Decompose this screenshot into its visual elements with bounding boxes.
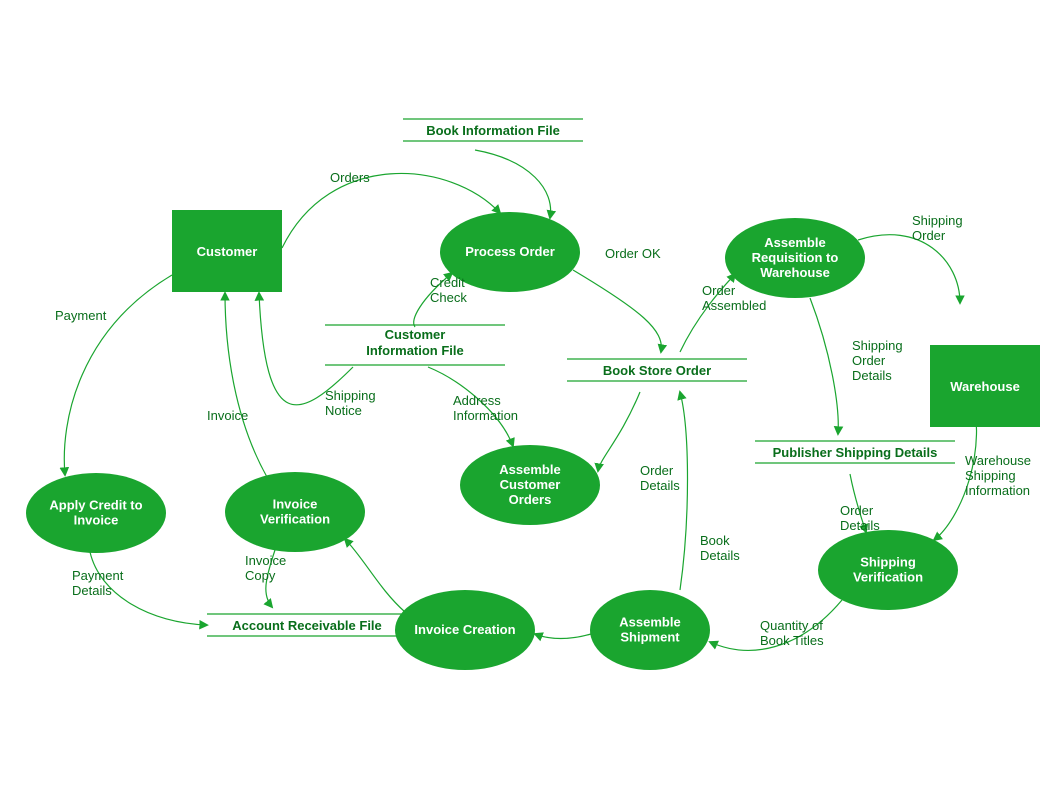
edge-bookinfo_to_process [475,150,551,218]
svg-text:AssembleRequisition toWarehous: AssembleRequisition toWarehouse [752,235,839,280]
edge-label-credit_check: CreditCheck [430,275,467,305]
svg-text:Process Order: Process Order [465,244,555,259]
svg-text:Invoice Creation: Invoice Creation [414,622,515,637]
dfd-diagram: Book Information File CustomerInformation… [0,0,1056,794]
process-assemble_cust_orders: AssembleCustomerOrders [460,445,600,525]
edge-label-order_details_aco: OrderDetails [640,463,680,493]
svg-text:Book Store Order: Book Store Order [603,363,711,378]
edge-label-book_details: BookDetails [700,533,740,563]
edge-label-address_info: AddressInformation [453,393,518,423]
svg-text:WarehouseShippingInformation: WarehouseShippingInformation [965,453,1031,498]
datastore-customer_info_file: CustomerInformation File [325,325,505,365]
datastore-book_info_file: Book Information File [403,119,583,141]
edge-ship_order_details [810,298,838,434]
svg-text:Customer: Customer [197,244,258,259]
svg-text:Account Receivable File: Account Receivable File [232,618,382,633]
edge-payment [64,275,172,475]
edge-creation_to_verif [345,539,405,612]
svg-text:Quantity ofBook Titles: Quantity ofBook Titles [760,618,824,648]
svg-text:Book Information File: Book Information File [426,123,560,138]
process-invoice_verification: InvoiceVerification [225,472,365,552]
datastore-publisher_shipping: Publisher Shipping Details [755,441,955,463]
process-assemble_shipment: AssembleShipment [590,590,710,670]
process-shipping_verification: ShippingVerification [818,530,958,610]
svg-text:ShippingOrder: ShippingOrder [912,213,963,243]
svg-text:AddressInformation: AddressInformation [453,393,518,423]
edge-book_details [680,392,688,590]
svg-text:OrderDetails: OrderDetails [840,503,880,533]
svg-text:ShippingVerification: ShippingVerification [853,555,923,585]
process-assemble_req: AssembleRequisition toWarehouse [725,218,865,298]
datastore-account_receivable: Account Receivable File [207,614,407,636]
svg-text:Order OK: Order OK [605,246,661,261]
svg-text:ShippingOrderDetails: ShippingOrderDetails [852,338,903,383]
svg-text:Publisher Shipping Details: Publisher Shipping Details [773,445,938,460]
edge-order_ok [573,270,661,352]
svg-text:ShippingNotice: ShippingNotice [325,388,376,418]
svg-text:Invoice: Invoice [207,408,248,423]
edge-label-invoice: Invoice [207,408,248,423]
edge-shipping_order [858,235,960,303]
entity-customer: Customer [172,210,282,292]
svg-text:OrderDetails: OrderDetails [640,463,680,493]
entity-warehouse: Warehouse [930,345,1040,427]
edge-label-orders: Orders [330,170,370,185]
process-invoice_creation: Invoice Creation [395,590,535,670]
svg-text:Orders: Orders [330,170,370,185]
edge-label-order_ok: Order OK [605,246,661,261]
edge-label-wh_ship_info: WarehouseShippingInformation [965,453,1031,498]
datastore-book_store_order: Book Store Order [567,359,747,381]
edge-label-invoice_copy: InvoiceCopy [245,553,286,583]
edge-shipment_to_creation [535,634,591,639]
svg-text:CreditCheck: CreditCheck [430,275,467,305]
svg-text:Warehouse: Warehouse [950,379,1020,394]
edge-order_details_aco [598,392,640,471]
edge-label-shipping_notice: ShippingNotice [325,388,376,418]
edge-label-ship_order_details: ShippingOrderDetails [852,338,903,383]
edge-label-order_details_sv: OrderDetails [840,503,880,533]
process-apply_credit: Apply Credit toInvoice [26,473,166,553]
svg-text:AssembleShipment: AssembleShipment [619,615,680,645]
edge-label-qty_titles: Quantity ofBook Titles [760,618,824,648]
svg-text:Payment: Payment [55,308,107,323]
svg-text:BookDetails: BookDetails [700,533,740,563]
svg-text:InvoiceCopy: InvoiceCopy [245,553,286,583]
svg-text:CustomerInformation File: CustomerInformation File [366,327,464,358]
edge-label-payment: Payment [55,308,107,323]
edge-label-shipping_order: ShippingOrder [912,213,963,243]
